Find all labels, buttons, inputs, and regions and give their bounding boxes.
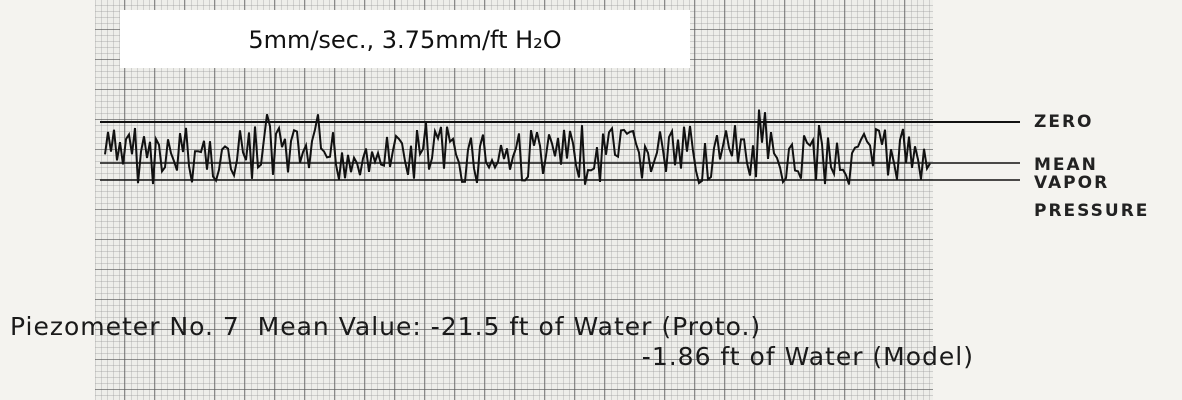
mean-label: MEAN xyxy=(1034,155,1098,175)
pressure-trace xyxy=(104,109,931,185)
caption-line1: Piezometer No. 7 Mean Value: -21.5 ft of… xyxy=(10,312,762,341)
label-box xyxy=(120,10,690,68)
vapor-label: VAPOR PRESSURE xyxy=(1034,173,1150,221)
zero-label: ZERO xyxy=(1034,112,1094,132)
scale-label: 5mm/sec., 3.75mm/ft H₂O xyxy=(248,26,561,54)
caption-line2: -1.86 ft of Water (Model) xyxy=(641,342,974,371)
